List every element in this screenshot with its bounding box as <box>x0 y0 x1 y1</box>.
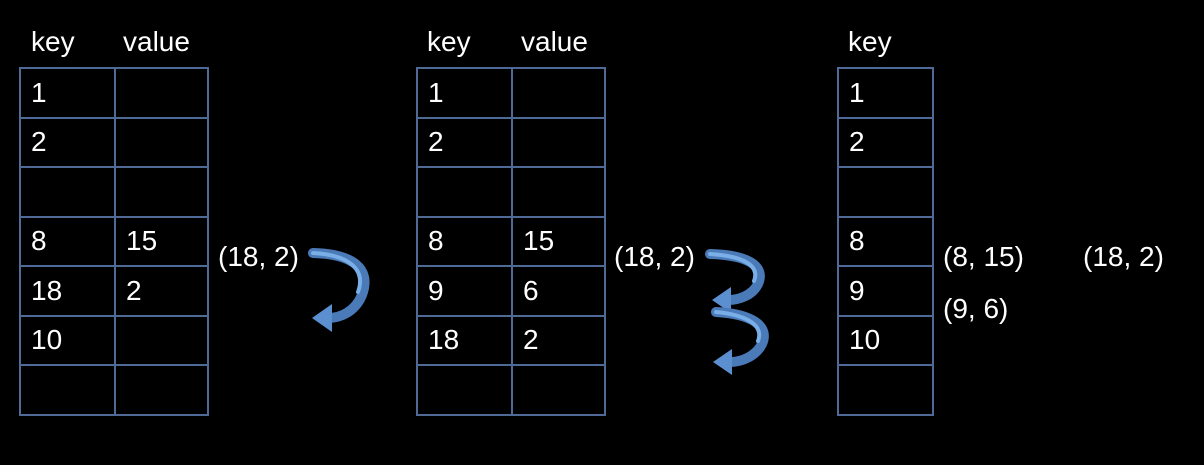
double-curved-arrow-icon <box>705 249 769 375</box>
key-cell <box>837 364 934 416</box>
key-cell: 9 <box>416 265 513 317</box>
table-row <box>416 364 606 416</box>
value-cell <box>114 166 209 218</box>
table-row: 1 <box>837 67 934 119</box>
key-cell: 2 <box>19 116 116 168</box>
table-row: 1 <box>416 67 606 119</box>
key-cell: 9 <box>837 265 934 317</box>
pair-9-6: (9, 6) <box>943 293 1009 324</box>
table1-key-header: key <box>31 26 75 57</box>
value-cell: 6 <box>511 265 606 317</box>
value-cell <box>511 67 606 119</box>
table2-key-header: key <box>427 26 471 57</box>
table-row: 2 <box>19 116 209 168</box>
value-cell <box>511 116 606 168</box>
table1-value-header: value <box>123 26 190 57</box>
key-cell: 10 <box>19 314 116 366</box>
key-cell <box>19 166 116 218</box>
key-cell <box>837 166 934 218</box>
key-cell: 8 <box>416 215 513 267</box>
table-row: 8 15 <box>416 215 606 267</box>
table2-incoming-pair: (18, 2) <box>614 241 695 272</box>
key-cell: 2 <box>416 116 513 168</box>
value-cell: 15 <box>114 215 209 267</box>
key-cell: 8 <box>837 215 934 267</box>
value-cell: 2 <box>114 265 209 317</box>
curved-arrow-icon <box>308 248 370 332</box>
key-cell: 18 <box>19 265 116 317</box>
table-row <box>837 364 934 416</box>
table1-incoming-pair: (18, 2) <box>218 241 299 272</box>
table-row: 10 <box>837 314 934 366</box>
key-cell: 1 <box>416 67 513 119</box>
key-cell <box>416 364 513 416</box>
pair-18-2: (18, 2) <box>1083 241 1164 272</box>
table-row: 2 <box>837 116 934 168</box>
table-row <box>416 166 606 218</box>
value-cell <box>114 314 209 366</box>
pair-8-15: (8, 15) <box>943 241 1024 272</box>
table-row: 9 <box>837 265 934 317</box>
table-row <box>837 166 934 218</box>
table-row: 2 <box>416 116 606 168</box>
key-cell <box>19 364 116 416</box>
table-row: 18 2 <box>19 265 209 317</box>
table-row: 18 2 <box>416 314 606 366</box>
value-cell <box>511 364 606 416</box>
table-row: 10 <box>19 314 209 366</box>
table-row: 8 15 <box>19 215 209 267</box>
value-cell: 15 <box>511 215 606 267</box>
value-cell <box>114 116 209 168</box>
key-cell: 2 <box>837 116 934 168</box>
key-cell: 1 <box>19 67 116 119</box>
value-cell <box>511 166 606 218</box>
value-cell: 2 <box>511 314 606 366</box>
key-cell: 10 <box>837 314 934 366</box>
table3: 1 2 8 9 10 <box>837 67 934 416</box>
key-cell <box>416 166 513 218</box>
table-row <box>19 364 209 416</box>
table-row <box>19 166 209 218</box>
table2-value-header: value <box>521 26 588 57</box>
value-cell <box>114 67 209 119</box>
table-row: 8 <box>837 215 934 267</box>
table1: 1 2 8 15 18 2 10 <box>19 67 209 416</box>
key-cell: 18 <box>416 314 513 366</box>
table-row: 1 <box>19 67 209 119</box>
table3-key-header: key <box>848 26 892 57</box>
key-cell: 8 <box>19 215 116 267</box>
key-cell: 1 <box>837 67 934 119</box>
value-cell <box>114 364 209 416</box>
